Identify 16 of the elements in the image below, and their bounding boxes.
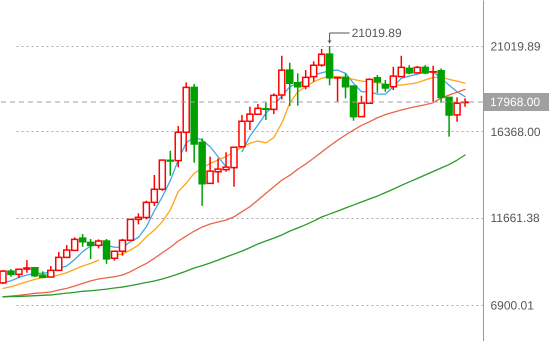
candlestick (429, 64, 437, 103)
ref-line-label: 17968.00 (490, 95, 540, 110)
candlestick (166, 150, 174, 176)
line-series (2, 154, 466, 298)
candlestick (102, 238, 110, 265)
candlestick (326, 45, 334, 86)
candlestick (382, 79, 390, 92)
y-tick-label: 16368.00 (490, 124, 541, 139)
candlestick (374, 74, 382, 94)
annotation: 21019.89 (352, 26, 402, 40)
candlestick (334, 76, 342, 104)
candlestick (406, 64, 413, 76)
y-tick-label: 21019.89 (490, 40, 541, 54)
y-tick-label: 6900.01 (490, 298, 534, 313)
y-tick-label: 11661.38 (490, 211, 540, 226)
candlestick (262, 102, 270, 121)
